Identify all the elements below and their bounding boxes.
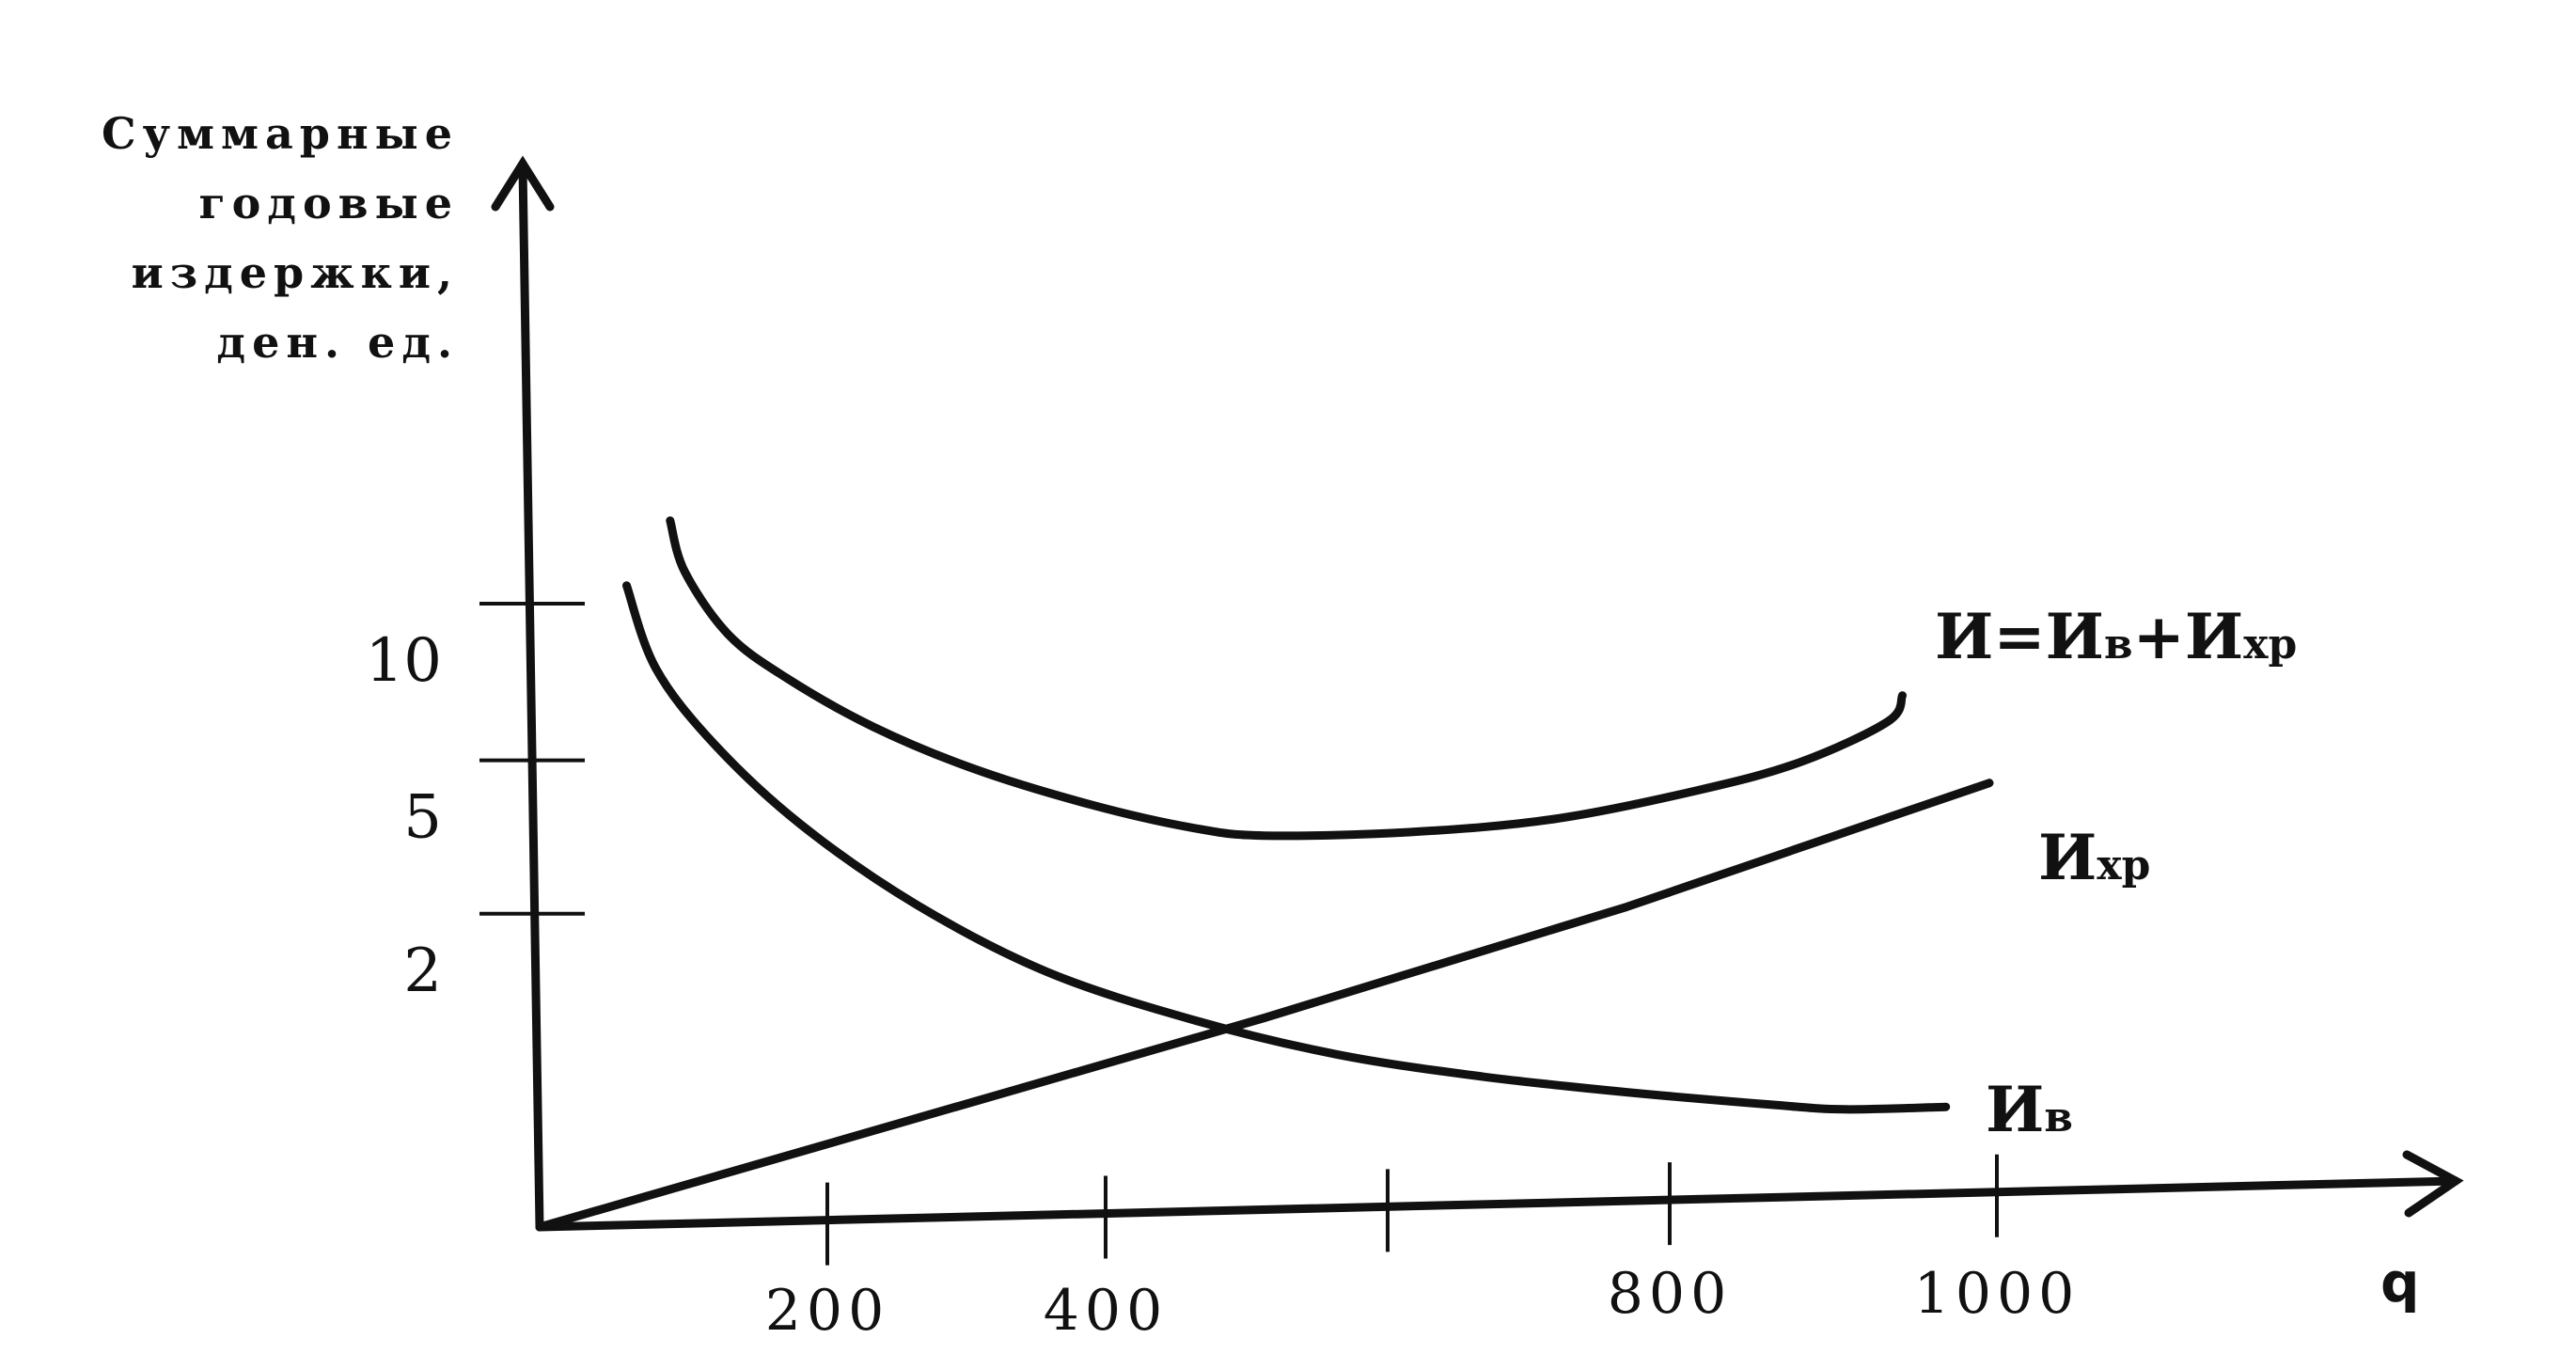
y-axis-label-line-3: издержки, bbox=[132, 247, 459, 298]
x-tick-label-800: 800 bbox=[1608, 1261, 1733, 1327]
y-tick-label-10: 10 bbox=[366, 626, 442, 696]
series-label-storage: Ихр bbox=[2038, 821, 2150, 894]
y-ticks: 2 5 10 bbox=[366, 602, 585, 1006]
series-label-total: И=Ив+Ихр bbox=[1935, 600, 2297, 673]
series-label-total-mid: +И bbox=[2133, 600, 2244, 673]
y-axis-label-line-2: годовые bbox=[198, 178, 459, 228]
x-axis-label: q bbox=[2380, 1251, 2420, 1315]
x-ticks: 200 400 800 1000 bbox=[765, 1154, 2081, 1344]
series-label-storage-sub: хр bbox=[2097, 842, 2150, 890]
y-axis-arrowhead bbox=[491, 155, 555, 212]
x-axis-arrowhead bbox=[2402, 1150, 2464, 1218]
series-label-total-sub2: хр bbox=[2243, 621, 2297, 669]
series-labels: И=Ив+Ихр Ихр Ив bbox=[1935, 600, 2297, 1146]
series-group bbox=[535, 516, 1994, 1232]
x-axis-line bbox=[535, 1176, 2460, 1232]
series-label-total-sub1: в bbox=[2104, 621, 2133, 669]
axes bbox=[491, 155, 2464, 1232]
series-label-delivery: Ив bbox=[1986, 1073, 2073, 1146]
y-axis-label: Суммарные годовые издержки, ден. ед. bbox=[102, 108, 459, 368]
y-axis-line bbox=[518, 163, 544, 1232]
series-line-storage bbox=[535, 779, 1994, 1232]
y-tick-label-2: 2 bbox=[403, 937, 442, 1006]
y-axis-label-line-1: Суммарные bbox=[102, 108, 459, 159]
y-axis-label-line-4: ден. ед. bbox=[216, 317, 459, 368]
x-tick-label-1000: 1000 bbox=[1914, 1261, 2081, 1327]
y-tick-label-5: 5 bbox=[403, 783, 442, 853]
series-line-delivery bbox=[622, 581, 1951, 1114]
series-line-total bbox=[666, 516, 1907, 841]
series-label-total-main: И=И bbox=[1935, 600, 2104, 673]
series-label-delivery-sub: в bbox=[2044, 1094, 2073, 1141]
series-label-delivery-main: И bbox=[1986, 1073, 2044, 1146]
series-label-storage-main: И bbox=[2038, 821, 2097, 894]
x-tick-label-400: 400 bbox=[1044, 1278, 1169, 1344]
x-tick-label-200: 200 bbox=[765, 1278, 890, 1344]
